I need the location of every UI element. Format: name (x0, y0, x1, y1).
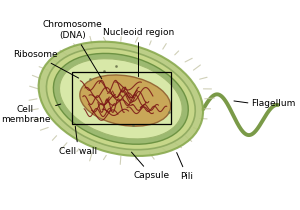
Text: Cell wall: Cell wall (59, 126, 98, 156)
Text: Chromosome
(DNA): Chromosome (DNA) (42, 20, 102, 79)
Text: Cell
membrane: Cell membrane (1, 104, 61, 124)
Ellipse shape (53, 53, 188, 144)
Text: Ribosome: Ribosome (13, 50, 79, 78)
Bar (72, 72, 171, 123)
Ellipse shape (80, 75, 171, 126)
Text: Pili: Pili (177, 153, 194, 181)
Ellipse shape (39, 42, 203, 156)
Ellipse shape (46, 48, 195, 150)
Text: Capsule: Capsule (131, 152, 170, 180)
Text: Nucleoid region: Nucleoid region (103, 28, 174, 77)
Text: Flagellum: Flagellum (251, 99, 296, 108)
Ellipse shape (59, 59, 182, 139)
